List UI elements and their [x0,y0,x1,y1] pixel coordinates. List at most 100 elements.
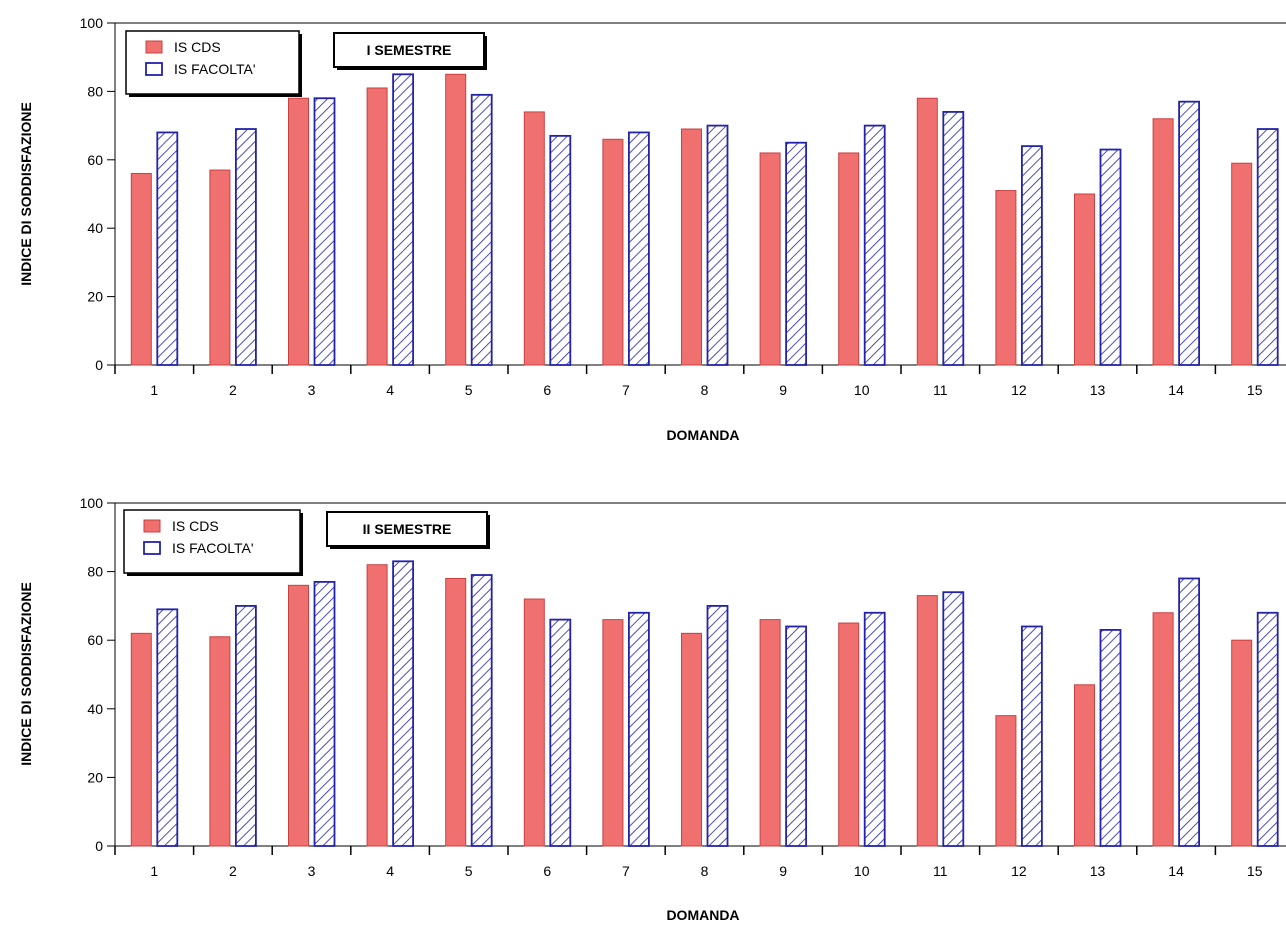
y-tick-label: 60 [87,632,103,648]
bar-is-cds [209,636,231,847]
legend-label: IS CDS [174,39,221,55]
bar-is-cds [681,632,702,847]
bar-is-facolta [156,131,179,366]
y-axis-title: INDICE DI SODDISFAZIONE [18,102,34,286]
x-axis-title: DOMANDA [666,907,739,923]
x-tick-label: 6 [543,382,551,398]
bar-is-facolta [549,618,572,847]
bar-is-cds [1231,639,1253,847]
bar-is-cds [288,97,309,366]
bar-is-cds [759,152,781,366]
bar-is-cds [838,152,860,366]
bar-is-cds [523,598,545,847]
bar-is-facolta [628,611,650,847]
bar-is-cds [523,111,545,366]
y-tick-label: 80 [87,564,103,580]
bar-is-cds [1074,193,1095,366]
bar-is-cds [1152,612,1174,847]
bar-is-cds [916,97,938,366]
x-tick-label: 2 [229,382,237,398]
bar-is-facolta [234,605,257,847]
x-tick-label: 7 [622,382,630,398]
semester-label: I SEMESTRE [367,42,452,58]
x-tick-label: 14 [1168,863,1184,879]
legend-label: IS FACOLTA' [174,61,256,77]
bar-is-facolta [706,605,729,847]
bar-is-cds [1152,118,1174,366]
x-axis-title: DOMANDA [666,427,739,443]
bar-is-cds [130,172,152,366]
bar-is-facolta [1021,625,1043,847]
x-tick-label: 10 [854,863,870,879]
bar-is-cds [366,564,388,847]
x-tick-label: 1 [150,382,158,398]
bar-is-facolta [1021,145,1043,366]
y-tick-label: 100 [80,15,104,31]
x-tick-label: 1 [150,863,158,879]
bar-is-cds [130,632,152,847]
x-tick-label: 9 [779,382,787,398]
y-tick-label: 80 [87,83,103,99]
bar-is-facolta [1256,611,1279,847]
bar-is-facolta [785,625,807,847]
bar-is-cds [995,190,1017,366]
y-tick-label: 100 [80,495,104,511]
semester-label-box [333,32,485,68]
bar-is-facolta [470,574,493,847]
legend-swatch-is-cds [145,40,163,54]
y-axis-title: INDICE DI SODDISFAZIONE [18,582,34,766]
bar-is-cds [681,128,702,366]
x-tick-label: 12 [1011,863,1027,879]
bar-is-facolta [706,124,729,366]
bar-is-facolta [863,611,886,847]
x-tick-label: 5 [465,863,473,879]
bar-is-facolta [234,128,257,366]
bar-is-cds [1231,162,1253,366]
bar-is-facolta [785,141,807,366]
bar-is-cds [602,619,624,847]
legend-swatch-is-cds [143,519,161,533]
bar-is-cds [916,595,938,847]
y-tick-label: 0 [95,357,103,373]
legend-label: IS CDS [172,518,219,534]
bar-is-cds [366,87,388,366]
y-tick-label: 60 [87,152,103,168]
bar-is-facolta [1099,629,1122,847]
x-tick-label: 8 [701,382,709,398]
y-tick-label: 40 [87,220,103,236]
x-tick-label: 8 [701,863,709,879]
x-tick-label: 6 [543,863,551,879]
x-tick-label: 13 [1090,382,1106,398]
bar-is-facolta [1178,577,1200,847]
bar-is-cds [288,584,309,847]
x-tick-label: 12 [1011,382,1027,398]
bar-is-cds [759,619,781,847]
bar-is-facolta [1178,100,1200,366]
x-tick-label: 15 [1247,382,1263,398]
x-tick-label: 15 [1247,863,1263,879]
bar-is-facolta [863,124,886,366]
y-tick-label: 40 [87,701,103,717]
bar-is-cds [1074,684,1095,847]
x-tick-label: 9 [779,863,787,879]
x-tick-label: 11 [933,382,948,398]
bar-is-facolta [156,608,179,847]
y-tick-label: 20 [87,769,103,785]
bar-is-facolta [942,591,965,847]
bar-is-facolta [549,134,572,366]
x-tick-label: 10 [854,382,870,398]
x-tick-label: 13 [1090,863,1106,879]
bar-is-facolta [1099,148,1122,366]
bar-is-facolta [392,73,415,366]
x-tick-label: 11 [933,863,948,879]
bar-is-cds [838,622,860,847]
bar-is-facolta [942,111,965,366]
y-tick-label: 0 [95,838,103,854]
y-tick-label: 20 [87,289,103,305]
bar-is-cds [445,73,467,366]
x-tick-label: 5 [465,382,473,398]
x-tick-label: 14 [1168,382,1184,398]
